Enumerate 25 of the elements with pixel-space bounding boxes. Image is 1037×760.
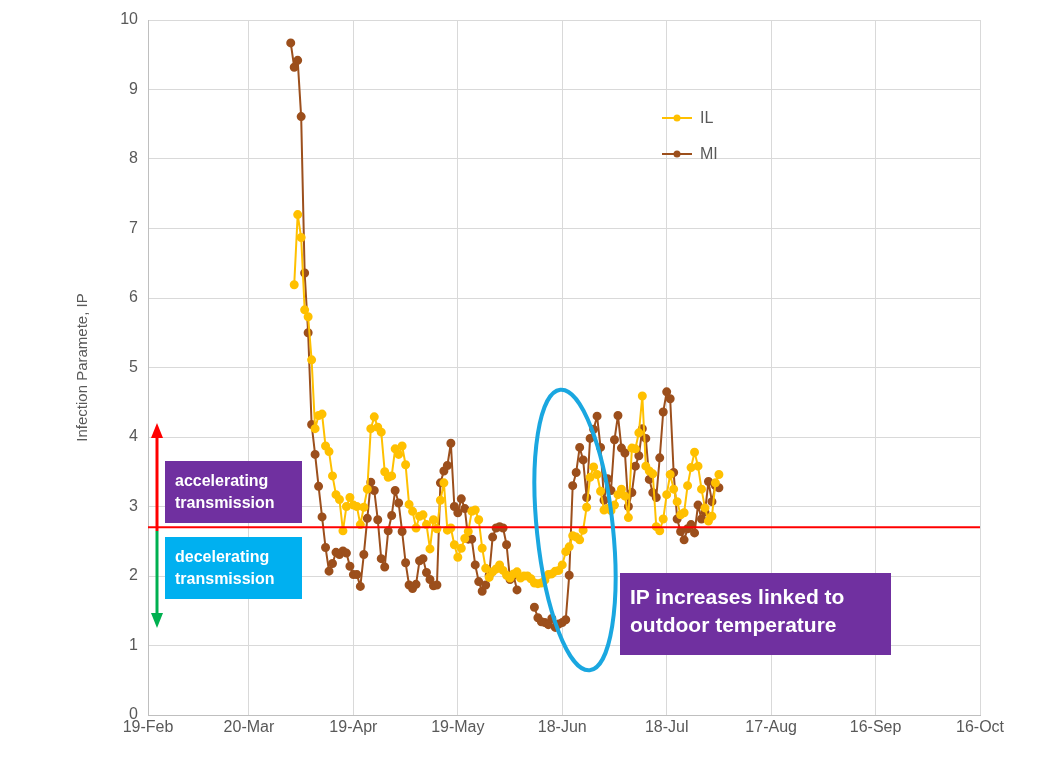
legend-label: MI [700, 145, 718, 163]
x-tick-label: 17-Aug [745, 718, 797, 736]
x-tick-label: 19-May [431, 718, 485, 736]
y-tick-label: 2 [129, 566, 139, 584]
annotation: accelerating transmission [165, 461, 302, 523]
x-tick-label: 20-Mar [223, 718, 275, 736]
y-axis-title: Infection Paramete, IP [73, 293, 91, 442]
y-tick-label: 10 [120, 10, 139, 28]
x-tick-label: 19-Apr [329, 718, 379, 736]
x-tick-label: 18-Jun [537, 718, 587, 736]
y-tick-label: 5 [129, 357, 139, 375]
x-tick-label: 19-Feb [122, 718, 174, 736]
y-tick-label: 8 [129, 149, 139, 167]
annotation: decelerating transmission [165, 537, 302, 599]
y-tick-label: 7 [129, 218, 139, 236]
y-tick-label: 1 [129, 635, 139, 653]
y-tick-label: 3 [129, 496, 139, 514]
annotation: IP increases linked to outdoor temperature [620, 573, 891, 655]
x-tick-label: 18-Jul [644, 718, 689, 736]
y-tick-label: 6 [129, 288, 139, 306]
x-tick-label: 16-Sep [849, 718, 902, 736]
x-tick-label: 16-Oct [955, 718, 1005, 736]
y-tick-label: 4 [129, 427, 139, 445]
y-tick-label: 9 [129, 79, 139, 97]
legend-label: IL [700, 109, 714, 127]
